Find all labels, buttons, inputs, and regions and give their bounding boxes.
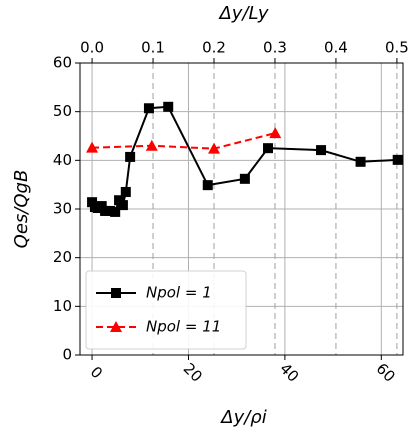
- x2-tick-label: 0.2: [202, 39, 226, 57]
- marker: [392, 154, 403, 165]
- legend-marker: [111, 288, 121, 298]
- marker: [143, 103, 154, 114]
- y-tick-label: 0: [62, 346, 72, 364]
- x2-tick-label: 0.5: [385, 39, 409, 57]
- y-tick-label: 30: [53, 200, 72, 218]
- marker: [163, 101, 174, 112]
- x2-tick-label: 0.3: [263, 39, 287, 57]
- marker: [120, 186, 131, 197]
- marker: [239, 173, 250, 184]
- legend-label: Npol = 1: [146, 284, 212, 302]
- y-tick-label: 20: [53, 248, 72, 266]
- marker: [104, 205, 115, 216]
- x2-tick-label: 0.1: [141, 39, 165, 57]
- marker: [117, 200, 128, 211]
- y-tick-label: 50: [53, 102, 72, 120]
- marker: [263, 143, 274, 154]
- marker: [202, 180, 213, 191]
- x2-tick-label: 0.0: [80, 39, 104, 57]
- marker: [110, 206, 121, 217]
- x2-tick-label: 0.4: [324, 39, 348, 57]
- series-line: [91, 105, 398, 214]
- y-tick-label: 60: [53, 54, 72, 72]
- plot-frame: [79, 62, 404, 356]
- marker: [145, 139, 158, 151]
- x-tick-label: 20: [180, 360, 206, 386]
- marker: [316, 145, 327, 156]
- x2-axis-label: Δy/Ly: [217, 3, 268, 24]
- legend-label: Npol = 11: [146, 318, 221, 336]
- x-tick-label: 0: [87, 363, 106, 382]
- legend-marker: [110, 321, 122, 332]
- y-tick-label: 10: [53, 297, 72, 315]
- marker: [208, 142, 221, 154]
- marker: [125, 151, 136, 162]
- x-axis-label: Δy/ρi: [219, 407, 266, 428]
- y-axis-label: Qes/QgB: [11, 170, 32, 249]
- x-tick-label: 60: [373, 360, 399, 386]
- legend-box: [85, 270, 247, 350]
- x-tick-label: 40: [276, 360, 302, 386]
- marker: [269, 127, 282, 139]
- marker: [355, 156, 366, 167]
- y-tick-label: 40: [53, 151, 72, 169]
- marker: [86, 141, 99, 153]
- series-line: [92, 132, 276, 150]
